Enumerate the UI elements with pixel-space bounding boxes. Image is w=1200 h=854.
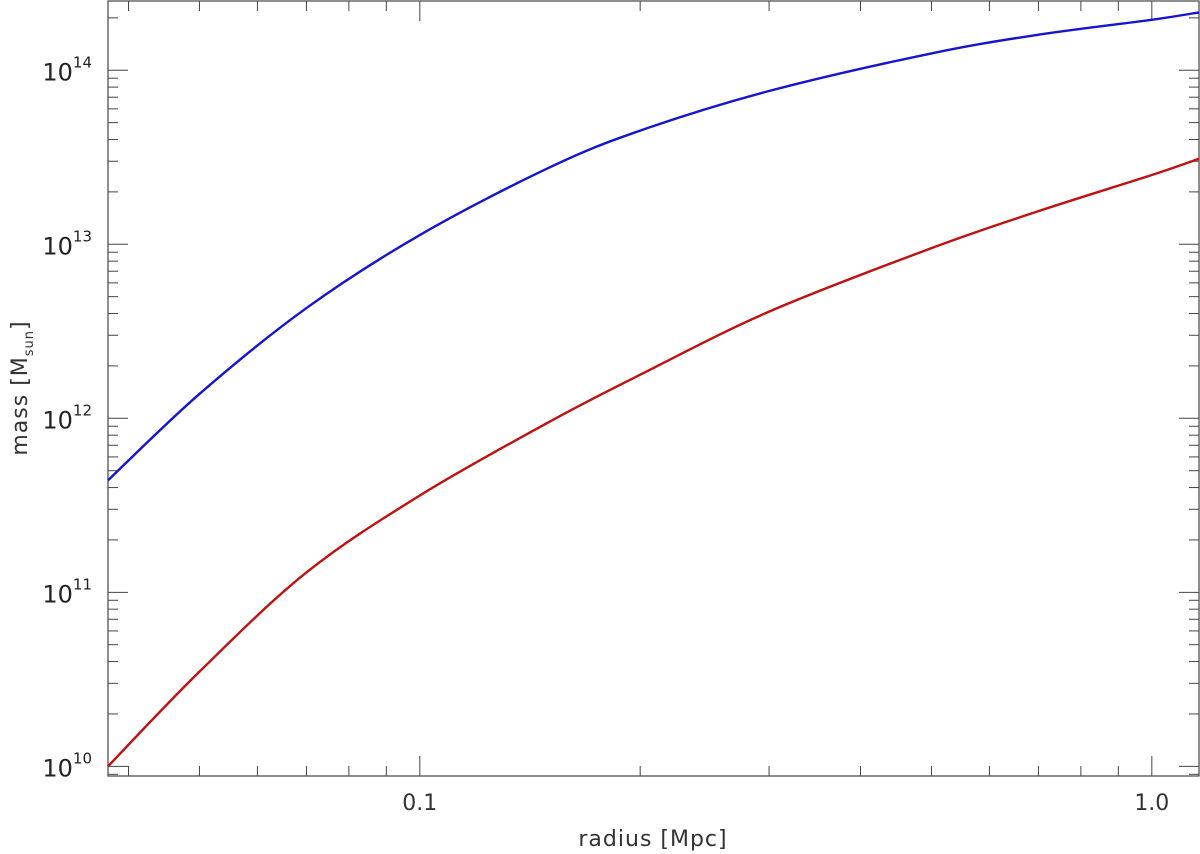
y-tick-labels: 1010 1011 1012 1013 1014 bbox=[42, 53, 92, 782]
x-tick-labels: 0.1 1.0 bbox=[402, 791, 1169, 816]
y-tick-label: 1011 bbox=[42, 575, 92, 608]
y-axis-label-close: ] bbox=[8, 320, 33, 330]
x-axis-label: radius [Mpc] bbox=[578, 827, 727, 852]
svg-text:mass [Msun]: mass [Msun] bbox=[8, 320, 37, 455]
y-tick-label: 1013 bbox=[42, 227, 92, 260]
x-tick-label: 0.1 bbox=[402, 791, 437, 816]
x-tick-label: 1.0 bbox=[1134, 791, 1169, 816]
y-tick-label: 1010 bbox=[42, 749, 92, 782]
plot-frame bbox=[107, 0, 1200, 777]
series-line-1 bbox=[107, 11, 1200, 482]
y-axis-label-main: mass [M bbox=[8, 356, 33, 455]
series-line-2 bbox=[107, 157, 1200, 768]
y-axis-label: mass [Msun] bbox=[8, 320, 37, 455]
y-tick-label: 1012 bbox=[42, 401, 92, 434]
series-layer bbox=[107, 11, 1200, 768]
x-axis-ticks bbox=[128, 1, 1153, 776]
y-axis-ticks bbox=[108, 17, 1199, 775]
y-axis-label-sub: sun bbox=[22, 330, 37, 356]
y-tick-label: 1014 bbox=[42, 53, 92, 86]
